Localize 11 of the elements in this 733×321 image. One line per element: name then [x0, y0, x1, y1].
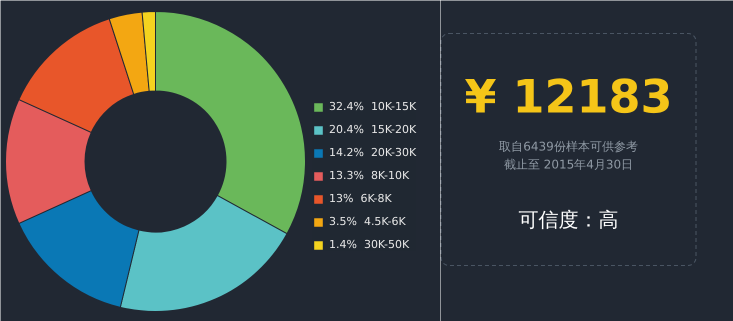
- text: 取自6439份样本可供参考: [499, 140, 638, 154]
- legend-label: 3.5% 4.5K-6K: [329, 215, 406, 228]
- legend-label: 1.4% 30K-50K: [329, 238, 410, 251]
- legend-label: 20.4% 15K-20K: [329, 123, 416, 136]
- legend-label: 32.4% 10K-15K: [329, 100, 416, 113]
- legend-label: 14.2% 20K-30K: [329, 146, 416, 159]
- text: ¥ 12183: [464, 70, 673, 124]
- legend-label: 13.3% 8K-10K: [329, 169, 410, 182]
- text: 可信度：高: [518, 208, 618, 232]
- legend-label: 13% 6K-8K: [329, 192, 392, 205]
- text: 截止至 2015年4月30日: [504, 158, 634, 172]
